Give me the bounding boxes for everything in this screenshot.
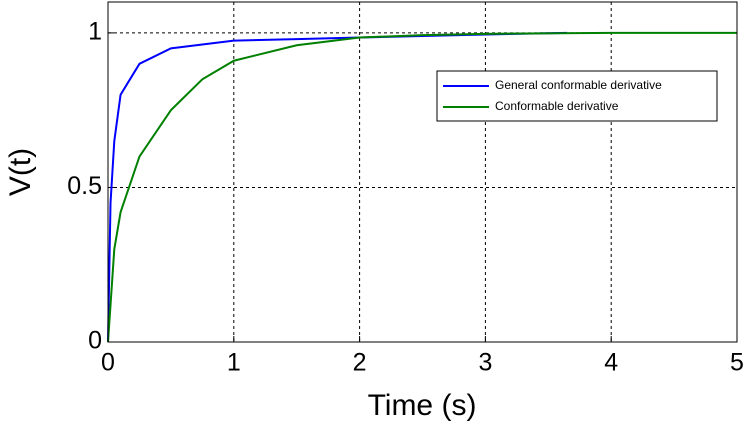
legend-box bbox=[436, 70, 718, 122]
x-axis-label: Time (s) bbox=[368, 389, 477, 422]
series-line bbox=[107, 31, 737, 343]
plot-frame bbox=[107, 1, 738, 343]
y-tick-label: 0 bbox=[88, 327, 102, 355]
y-tick-label: 0.5 bbox=[67, 172, 102, 200]
y-axis-label: V(t) bbox=[4, 148, 37, 196]
x-tick-label: 4 bbox=[604, 349, 618, 377]
x-tick-label: 3 bbox=[478, 349, 492, 377]
x-tick-label: 2 bbox=[353, 349, 367, 377]
legend-label: General conformable derivative bbox=[495, 78, 662, 92]
x-tick-label: 5 bbox=[730, 349, 744, 377]
x-tick-label: 1 bbox=[227, 349, 241, 377]
legend-label: Conformable derivative bbox=[495, 99, 619, 113]
plot-area bbox=[108, 2, 737, 342]
x-tick-label: 0 bbox=[101, 349, 115, 377]
y-tick-label: 1 bbox=[88, 18, 102, 46]
